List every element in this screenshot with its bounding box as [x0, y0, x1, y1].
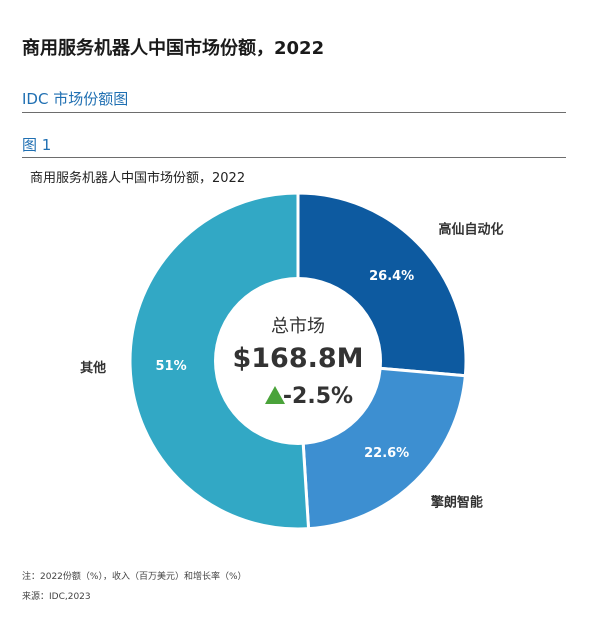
slice-value-label-2: 51%: [156, 359, 187, 374]
labels-layer: 26.4% 高仙自动化 22.6% 擎朗智能 51% 其他: [80, 222, 503, 511]
section-title: IDC 市场份额图: [22, 90, 129, 108]
chart-title: 商用服务机器人中国市场份额，2022: [30, 171, 246, 186]
footnote: 注：2022份额（%），收入（百万美元）和增长率（%）: [22, 572, 247, 582]
donut-hole: [214, 277, 382, 445]
center-change-value: -2.5%: [283, 384, 353, 409]
center-total-value: $168.8M: [232, 343, 363, 374]
slice-category-label-0: 高仙自动化: [439, 222, 504, 238]
slice-value-label-0: 26.4%: [369, 269, 414, 284]
slice-category-label-2: 其他: [80, 360, 106, 376]
slice-category-label-1: 擎朗智能: [431, 494, 483, 510]
slice-value-label-1: 22.6%: [364, 446, 409, 461]
source-note: 来源：IDC,2023: [22, 592, 91, 602]
figure-divider: [22, 157, 566, 158]
figure-label: 图 1: [22, 136, 52, 154]
page-title: 商用服务机器人中国市场份额，2022: [22, 38, 325, 59]
center-label: 总市场: [271, 316, 325, 337]
triangle-up-icon: [265, 386, 285, 404]
section-divider: [22, 112, 566, 113]
